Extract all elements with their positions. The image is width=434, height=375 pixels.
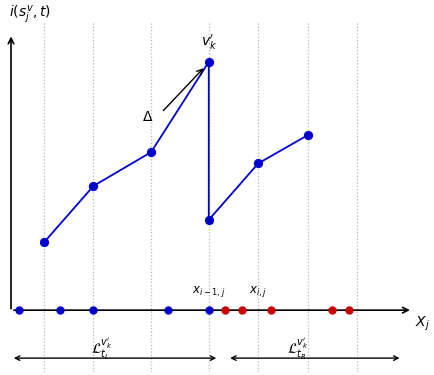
Text: $i(s_j^v,t)$: $i(s_j^v,t)$: [9, 3, 51, 25]
Point: [40, 239, 47, 245]
Point: [205, 217, 212, 223]
Text: $v_k'$: $v_k'$: [201, 33, 217, 52]
Text: $x_{i,j}$: $x_{i,j}$: [249, 284, 267, 299]
Text: $\mathcal{L}_{t_L}^{v_k'}$: $\mathcal{L}_{t_L}^{v_k'}$: [91, 337, 112, 362]
Point: [205, 59, 212, 65]
Point: [255, 160, 262, 166]
Point: [148, 149, 155, 155]
Text: $x_{i-1,j}$: $x_{i-1,j}$: [192, 284, 226, 299]
Point: [90, 183, 97, 189]
Point: [304, 132, 311, 138]
Text: $\mathcal{L}_{t_R}^{v_k'}$: $\mathcal{L}_{t_R}^{v_k'}$: [286, 337, 308, 362]
Text: $\Delta$: $\Delta$: [142, 110, 153, 124]
Text: $X_j$: $X_j$: [415, 314, 430, 333]
